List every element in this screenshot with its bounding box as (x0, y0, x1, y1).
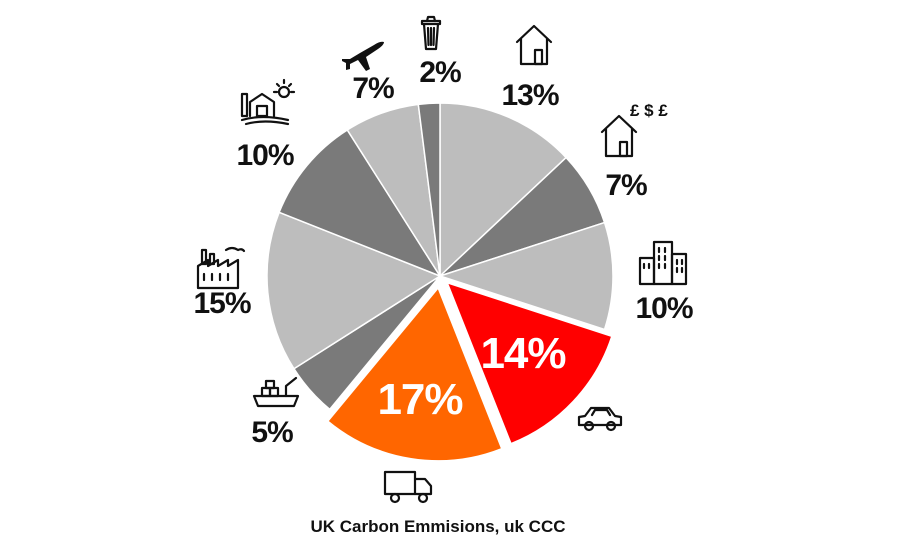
factory-icon (196, 246, 246, 290)
car-icon (577, 406, 623, 432)
house-icon (515, 24, 553, 66)
pie-slice (439, 102, 568, 278)
slice-label: 13% (501, 79, 558, 112)
pie-slice (266, 211, 442, 370)
pie-slice (446, 281, 613, 445)
house-money-icon: £ $ £ (600, 101, 668, 158)
slice-label: 10% (635, 292, 692, 325)
pie-slice (417, 102, 441, 277)
farm-icon (240, 78, 296, 126)
truck-icon (383, 470, 433, 504)
slice-label: 7% (605, 169, 647, 202)
pie-slice (437, 221, 614, 331)
plane-icon (342, 41, 384, 71)
bin-icon (420, 15, 442, 51)
pie-slice (278, 128, 442, 278)
chart-title: UK Carbon Emmisions, uk CCC (310, 517, 565, 536)
slice-label: 17% (377, 375, 462, 424)
svg-text:£ $ £: £ $ £ (630, 101, 668, 120)
slice-label: 14% (480, 329, 565, 378)
slice-label: 5% (251, 416, 293, 449)
slice-label: 10% (236, 139, 293, 172)
slice-label: 2% (419, 56, 461, 89)
ship-icon (252, 376, 300, 408)
pie-labels: 13% 7% 10% 14% 17% 5% 15% 10% 7% 2% (193, 56, 693, 449)
slice-label: 7% (352, 72, 394, 105)
buildings-icon (638, 240, 688, 286)
slice-label: 15% (193, 287, 250, 320)
pie-slice (326, 286, 503, 462)
pie-slices (266, 102, 614, 462)
